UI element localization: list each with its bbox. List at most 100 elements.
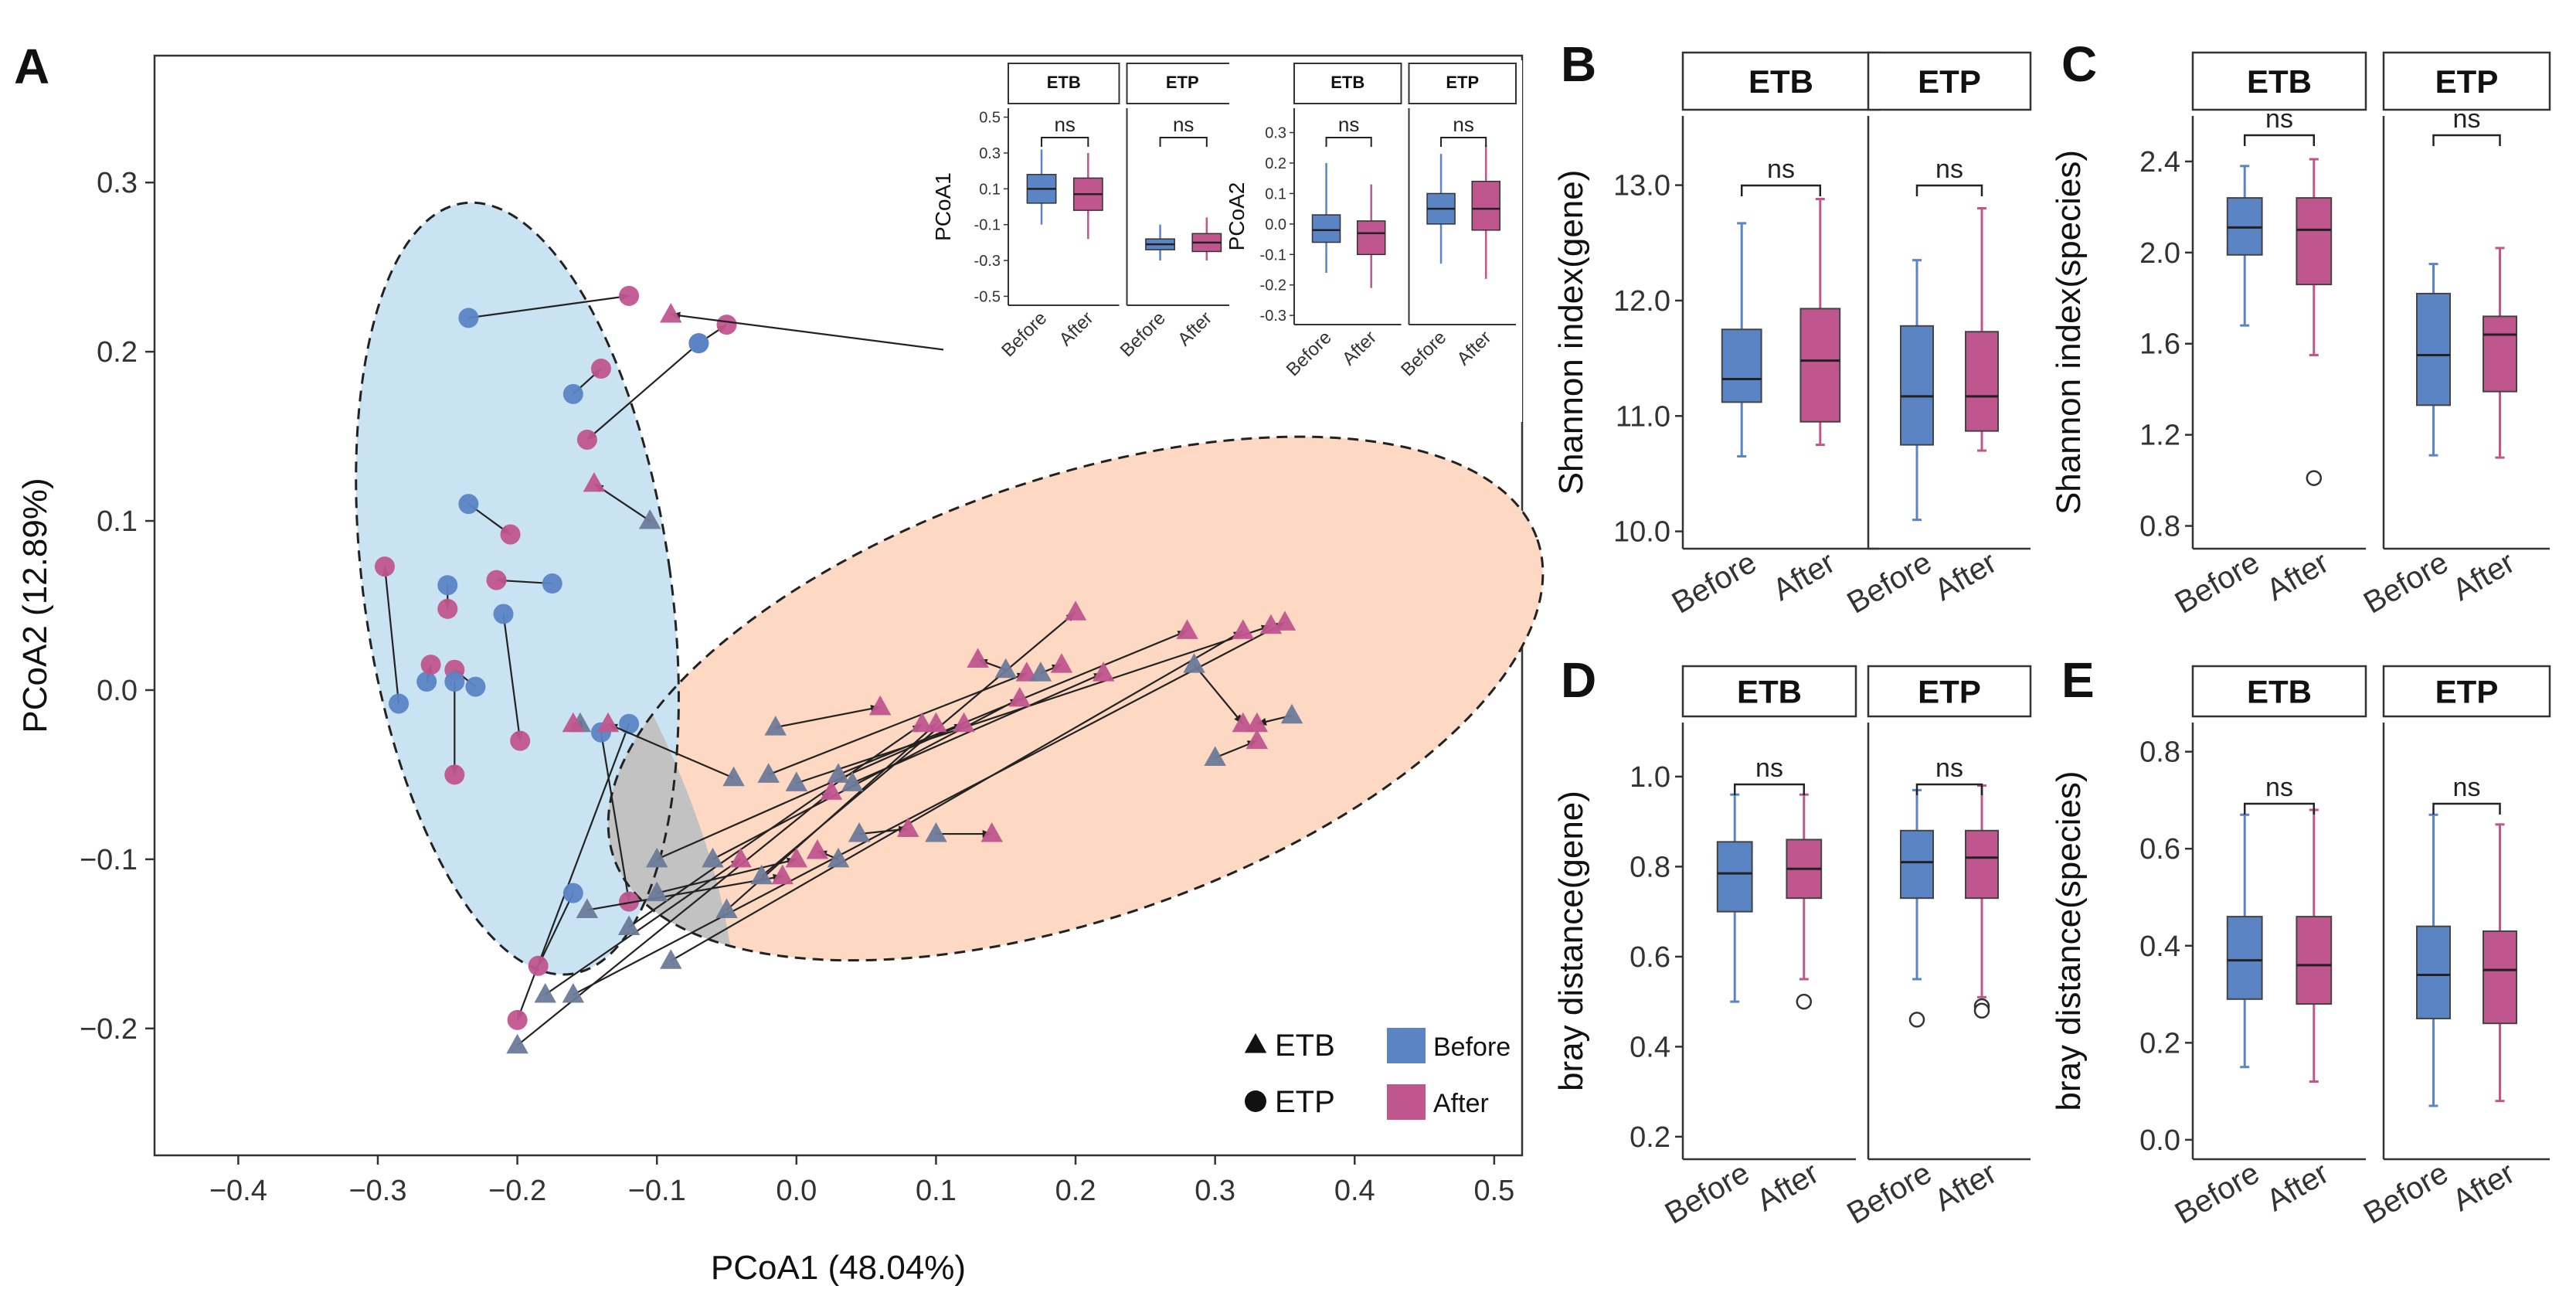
pair-arrow-line xyxy=(600,732,630,902)
etb-after-point xyxy=(925,712,947,733)
facet-strip-label: ETB xyxy=(1748,63,1813,100)
sig-label: ns xyxy=(2265,104,2293,134)
etb-before-point xyxy=(764,716,787,736)
x-tick-label: After xyxy=(1929,546,2002,607)
facet-strip-label: ETP xyxy=(2435,63,2499,100)
pair-arrow-line xyxy=(586,342,700,441)
facet-strip xyxy=(1867,51,2032,111)
pair-arrow-line xyxy=(656,858,797,894)
facet-strip-label: ETP xyxy=(1918,63,1981,100)
inset-y-tick-label: 0.1 xyxy=(979,181,1001,198)
etb-after-point xyxy=(771,864,794,885)
etb-after-point xyxy=(1246,712,1269,733)
x-tick-label: After xyxy=(1751,1156,1824,1218)
etb-before-point xyxy=(506,1033,528,1054)
x-tick-label: −0.2 xyxy=(488,1175,546,1207)
etb-after-point xyxy=(1232,712,1255,733)
etb-before-point xyxy=(757,763,780,783)
panel-label-c: C xyxy=(2061,36,2097,92)
etp-after-point xyxy=(444,764,465,785)
box xyxy=(1716,841,1753,913)
x-tick-label: After xyxy=(1929,1156,2002,1218)
etp-after-point xyxy=(716,315,737,335)
panel-e: E ETBBeforeAfternsETPBeforeAfterns0.00.20… xyxy=(2050,652,2551,1231)
panel-label-e: E xyxy=(2061,652,2095,708)
facet-strip xyxy=(1681,51,1881,111)
y-tick-label: 2.0 xyxy=(2139,237,2180,270)
inset-y-tick-label: 0.5 xyxy=(979,110,1001,127)
y-tick-label: 0.3 xyxy=(97,167,138,199)
pair-arrow-line xyxy=(468,294,630,319)
panel-label-d: D xyxy=(1561,652,1596,708)
etp-before-point xyxy=(493,604,514,624)
x-tick-label: 0.5 xyxy=(1473,1175,1514,1207)
inset-y-tick-label: -0.1 xyxy=(1260,247,1286,264)
etb-after-point xyxy=(868,695,892,716)
etp-after-point xyxy=(500,524,521,545)
inset-strip-label: ETB xyxy=(1330,73,1364,92)
y-tick-label: 1.0 xyxy=(1630,761,1670,794)
etp-ellipse-fill xyxy=(355,202,679,975)
inset-sig-label: ns xyxy=(1338,113,1359,136)
sig-label: ns xyxy=(1935,753,1963,783)
sig-label: ns xyxy=(2453,773,2481,802)
pair-arrow-line xyxy=(502,614,522,741)
etp-after-point xyxy=(619,285,640,306)
legend-etp-shape xyxy=(1245,1090,1266,1112)
x-tick-label: After xyxy=(1767,546,1840,607)
y-tick-label: 12.0 xyxy=(1613,285,1670,318)
etb-after-point xyxy=(897,817,919,837)
etb-ellipse-fill xyxy=(608,437,1543,961)
y-tick-label: 1.6 xyxy=(2139,328,2180,361)
sig-label: ns xyxy=(2265,773,2293,802)
etb-before-point xyxy=(645,881,668,902)
etb-after-point xyxy=(911,712,933,733)
x-tick-label: −0.3 xyxy=(348,1175,406,1207)
box xyxy=(2416,292,2451,406)
legend: ETB ETP Before After xyxy=(1244,1028,1511,1120)
etb-after-point xyxy=(953,712,975,733)
box xyxy=(1900,829,1934,900)
pair-arrow-line xyxy=(628,723,923,928)
pair-arrow-line xyxy=(545,858,742,995)
etb-after-point xyxy=(729,847,752,868)
etb-before-point xyxy=(722,766,745,787)
y-tick-label: 10.0 xyxy=(1613,516,1670,549)
x-axis-title: PCoA1 (48.04%) xyxy=(711,1249,966,1287)
etp-after-point xyxy=(420,655,441,675)
legend-etb-shape xyxy=(1244,1033,1267,1053)
etp-before-point xyxy=(465,676,486,697)
sig-label: ns xyxy=(2453,104,2481,134)
x-tick-label: After xyxy=(2261,546,2334,607)
x-tick-label: Before xyxy=(2170,546,2265,621)
etp-after-point xyxy=(528,955,549,976)
etb-before-point xyxy=(638,509,661,529)
x-tick-label: Before xyxy=(1667,546,1762,621)
box xyxy=(1965,829,1999,900)
legend-after-swatch xyxy=(1387,1084,1426,1120)
etp-after-point xyxy=(510,730,531,751)
etb-before-point xyxy=(702,847,724,868)
sig-label: ns xyxy=(1755,753,1783,783)
facet-strip-label: ETB xyxy=(2247,63,2312,100)
etb-after-point xyxy=(1246,729,1269,750)
box xyxy=(2296,916,2333,1005)
x-tick-label: After xyxy=(2261,1156,2334,1218)
box xyxy=(1965,331,1999,432)
inset-y-tick-label: 0.3 xyxy=(979,145,1001,162)
inset-y-tick-label: 0.0 xyxy=(1265,216,1286,233)
y-tick-label: 0.8 xyxy=(2139,736,2180,769)
etb-before-point xyxy=(534,983,556,1003)
y-axis-title: Shannon index(gene) xyxy=(1552,170,1590,495)
inset-y-tick-label: 0.2 xyxy=(1265,155,1286,172)
etp-after-point xyxy=(437,598,458,619)
sig-label: ns xyxy=(1767,155,1795,184)
etb-before-point xyxy=(994,658,1017,679)
inset-strip-label: ETP xyxy=(1446,73,1479,92)
etb-before-point xyxy=(1183,653,1205,673)
legend-etb-label: ETB xyxy=(1275,1029,1335,1063)
etp-before-point xyxy=(437,575,458,596)
inset-box xyxy=(1471,180,1500,231)
etb-before-point xyxy=(925,822,947,842)
etp-before-point xyxy=(458,494,479,515)
